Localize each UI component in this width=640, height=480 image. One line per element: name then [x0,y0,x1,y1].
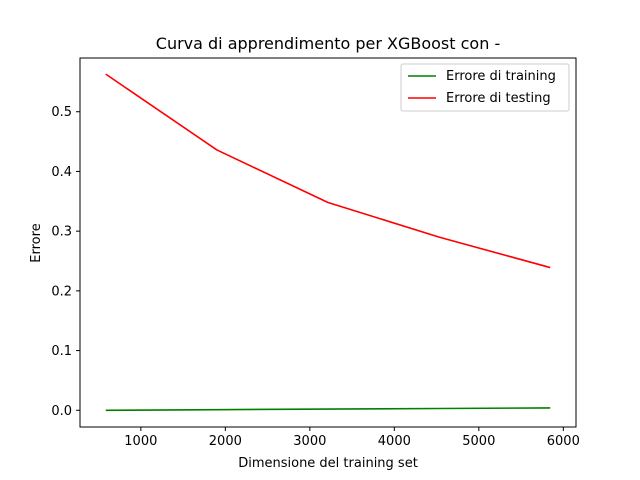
y-tick-label: 0.1 [51,344,72,359]
x-tick-label: 3000 [293,434,326,449]
y-tick-label: 0.5 [51,105,72,120]
plot-area-frame [79,57,577,428]
chart-title: Curva di apprendimento per XGBoost con - [156,34,500,53]
legend-label-training: Errore di training [446,69,556,84]
legend-box [400,63,570,112]
y-tick-label: 0.0 [51,404,72,419]
series-line-testing [105,73,551,269]
x-axis: 1000 2000 3000 4000 5000 6000 [124,427,580,449]
y-axis-label: Errore [29,223,44,262]
series-line-training [105,407,551,412]
y-tick-label: 0.4 [51,165,72,180]
y-tick-label: 0.2 [51,284,72,299]
legend-label-testing: Errore di testing [446,91,551,106]
x-tick-label: 2000 [209,434,242,449]
y-axis: 0.0 0.1 0.2 0.3 0.4 0.5 [51,105,80,419]
series-lines [105,73,551,412]
x-tick-label: 1000 [124,434,157,449]
legend: Errore di training Errore di testing [400,63,570,112]
x-axis-label: Dimensione del training set [238,456,418,471]
y-tick-label: 0.3 [51,225,72,240]
x-tick-label: 4000 [378,434,411,449]
x-tick-label: 5000 [462,434,495,449]
x-tick-label: 6000 [547,434,580,449]
